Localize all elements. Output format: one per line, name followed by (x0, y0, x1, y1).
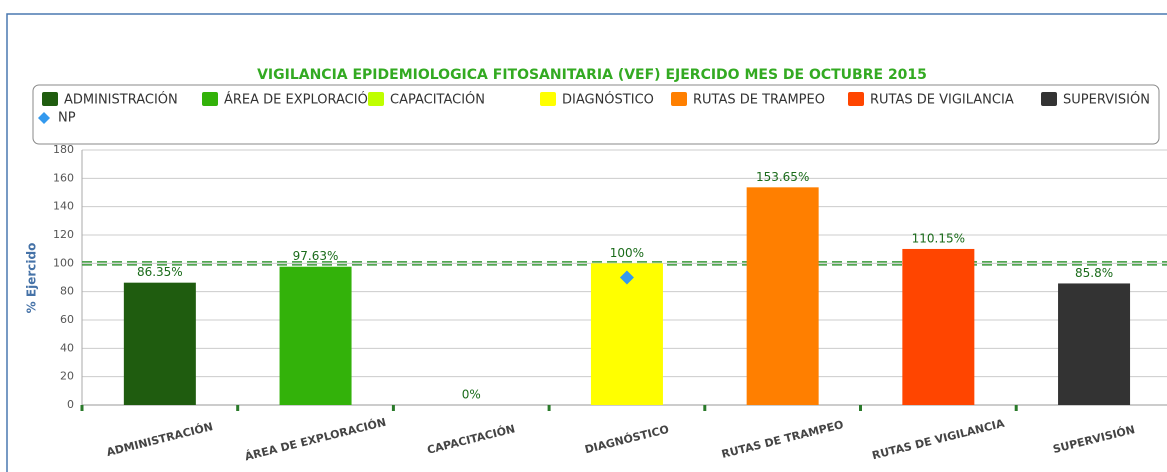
legend-label: SUPERVISIÓN (1063, 92, 1150, 108)
y-tick-label: 0 (67, 398, 74, 411)
bar (590, 263, 663, 405)
legend-label: ÁREA DE EXPLORACIÓN (224, 92, 378, 108)
y-tick-label: 180 (53, 143, 74, 156)
data-label: 85.8% (1075, 266, 1113, 280)
legend-swatch (42, 92, 58, 106)
legend-label: CAPACITACIÓN (390, 92, 485, 108)
legend-swatch (671, 92, 687, 106)
y-tick-label: 140 (53, 200, 74, 213)
y-tick-label: 60 (60, 313, 74, 326)
bar (902, 248, 975, 405)
legend-swatch (368, 92, 384, 106)
data-label: 86.35% (137, 265, 183, 279)
legend-box (32, 84, 1160, 145)
legend-swatch (1041, 92, 1057, 106)
legend-swatch (540, 92, 556, 106)
data-label: 110.15% (912, 231, 965, 245)
legend-label: ADMINISTRACIÓN (64, 92, 178, 108)
scatter-point (619, 270, 634, 285)
bar (746, 187, 819, 405)
legend-label: RUTAS DE TRAMPEO (693, 93, 825, 108)
legend-marker (38, 112, 50, 124)
legend-swatch (848, 92, 864, 106)
y-tick-label: 160 (53, 171, 74, 184)
legend-swatch (202, 92, 218, 106)
legend-label: NP (58, 111, 76, 126)
legend-label: RUTAS DE VIGILANCIA (870, 93, 1014, 108)
data-label: 0% (462, 388, 481, 402)
bar (279, 266, 352, 405)
y-tick-label: 40 (60, 341, 74, 354)
data-label: 153.65% (756, 170, 809, 184)
y-tick-label: 80 (60, 285, 74, 298)
bar (123, 282, 196, 405)
y-axis-label: % Ejercido (25, 243, 39, 314)
data-label: 97.63% (293, 249, 339, 263)
chart-title: VIGILANCIA EPIDEMIOLOGICA FITOSANITARIA … (257, 67, 927, 83)
y-tick-label: 120 (53, 228, 74, 241)
bar (1058, 283, 1131, 405)
y-tick-label: 100 (53, 256, 74, 269)
data-label: 100% (610, 246, 644, 260)
legend-label: DIAGNÓSTICO (562, 92, 654, 108)
y-tick-label: 20 (60, 370, 74, 383)
